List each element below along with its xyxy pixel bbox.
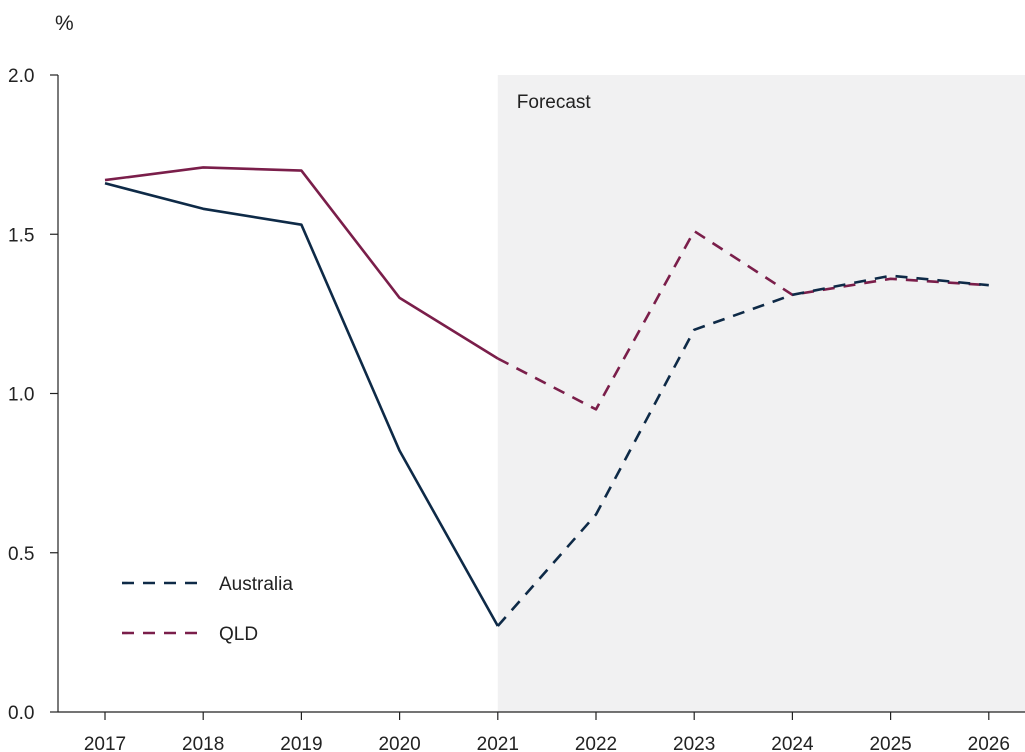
series-lines bbox=[104, 166, 989, 627]
x-tick-label: 2023 bbox=[673, 734, 715, 752]
y-tick-label: 0.5 bbox=[8, 544, 34, 565]
series-line-qld-actual bbox=[104, 166, 499, 360]
y-ticks: 0.0 0.5 1.0 1.5 2.0 bbox=[8, 66, 58, 724]
y-tick-label: 2.0 bbox=[8, 66, 34, 87]
series-line-australia-forecast bbox=[496, 274, 989, 627]
series-line-qld-forecast bbox=[497, 229, 989, 411]
forecast-label: Forecast bbox=[517, 92, 592, 113]
y-unit-label: % bbox=[55, 12, 74, 35]
y-tick-label: 1.0 bbox=[8, 385, 34, 406]
y-tick-label: 0.0 bbox=[8, 703, 34, 724]
x-tick-label: 2017 bbox=[84, 734, 126, 752]
x-tick-label: 2026 bbox=[968, 734, 1010, 752]
legend: Australia QLD bbox=[122, 574, 293, 645]
legend-label-qld: QLD bbox=[219, 624, 258, 645]
x-tick-label: 2018 bbox=[182, 734, 224, 752]
forecast-band bbox=[497, 75, 1025, 712]
x-tick-label: 2022 bbox=[575, 734, 617, 752]
y-tick-label: 1.5 bbox=[8, 225, 34, 246]
x-tick-label: 2021 bbox=[477, 734, 519, 752]
x-tick-label: 2020 bbox=[378, 734, 420, 752]
legend-label-australia: Australia bbox=[219, 574, 293, 595]
series-line-australia-actual bbox=[104, 182, 499, 627]
x-tick-label: 2025 bbox=[869, 734, 911, 752]
x-ticks: 2017 2018 2019 2020 2021 2022 2023 2024 2025 2026 bbox=[84, 712, 1010, 752]
x-tick-label: 2019 bbox=[280, 734, 322, 752]
x-tick-label: 2024 bbox=[771, 734, 814, 752]
